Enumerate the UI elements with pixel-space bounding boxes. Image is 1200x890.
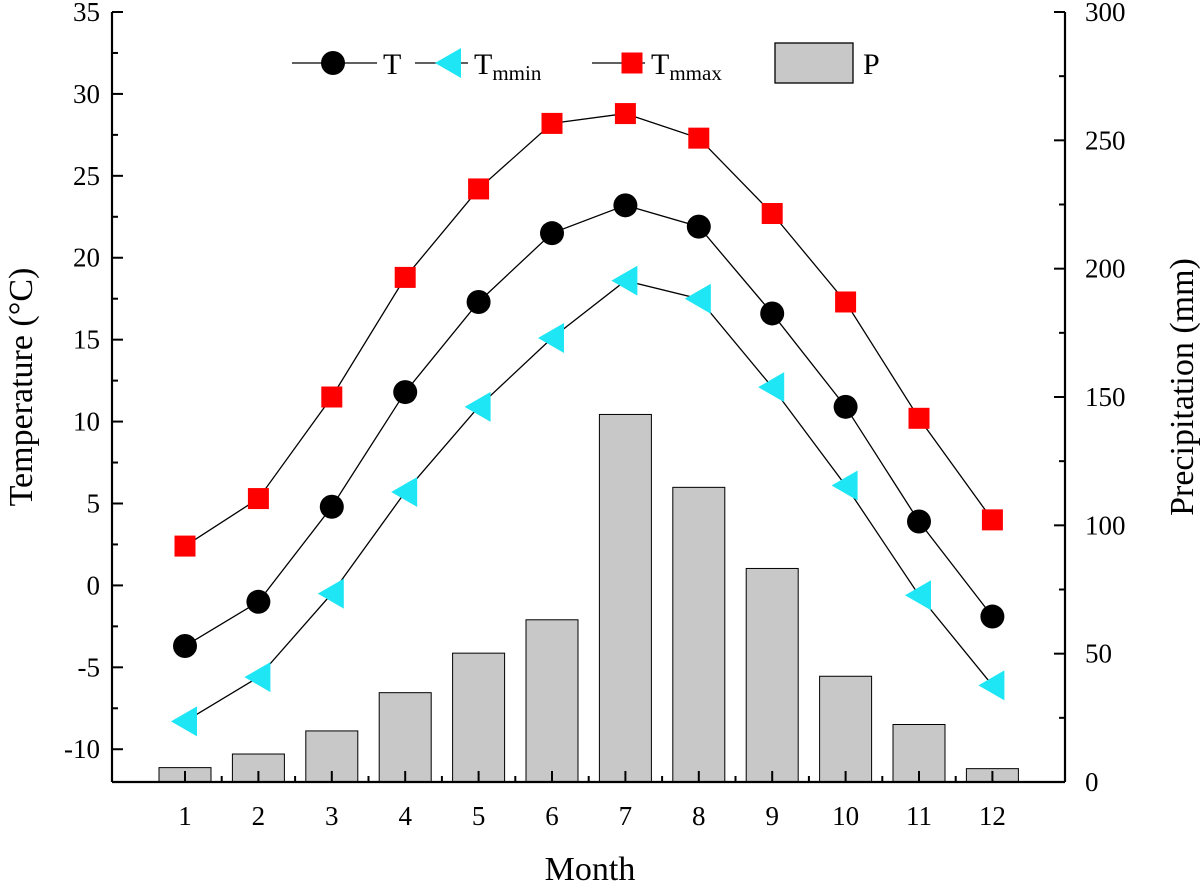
point-T-9 <box>760 301 785 326</box>
y-right-tick-label: 300 <box>1085 0 1126 27</box>
point-Tmmin-12 <box>978 670 1005 701</box>
legend-label-Tmmin: Tmmin <box>474 48 542 85</box>
x-tick-label: 3 <box>325 801 339 831</box>
point-Tmmax-7 <box>614 103 636 125</box>
x-tick-label: 9 <box>765 801 779 831</box>
point-Tmmin-2 <box>244 662 271 693</box>
y-left-tick-label: -5 <box>78 652 101 682</box>
point-Tmmax-4 <box>394 266 416 288</box>
point-Tmmin-8 <box>684 283 711 314</box>
series-Tmmin <box>171 265 1005 737</box>
x-tick-label: 7 <box>619 801 633 831</box>
point-Tmmin-6 <box>538 323 564 354</box>
point-T-3 <box>319 494 344 519</box>
line-T <box>184 204 993 647</box>
series-Tmmax <box>174 103 1003 557</box>
precip-bar-9 <box>745 567 799 783</box>
legend-label-P: P <box>863 48 880 81</box>
y-right-tick-label: 200 <box>1085 254 1126 284</box>
y-right-tick-label: 100 <box>1085 510 1126 540</box>
y-left-tick-label: -10 <box>64 734 100 764</box>
series-T <box>173 193 1005 659</box>
legend-item-P: P <box>774 42 880 84</box>
temperature-lines <box>171 103 1005 737</box>
x-tick-label: 6 <box>545 801 559 831</box>
y-right-tick-label: 50 <box>1085 639 1112 669</box>
x-tick-label: 5 <box>472 801 486 831</box>
point-T-5 <box>466 289 491 314</box>
y-left-tick-label: 30 <box>73 79 100 109</box>
point-Tmmin-11 <box>905 580 931 611</box>
precip-bar-5 <box>452 652 506 783</box>
legend: T Tmmin Tmmax P <box>292 42 880 85</box>
x-tick-label: 10 <box>832 801 859 831</box>
point-T-10 <box>833 394 858 419</box>
line-Tmmax <box>184 112 993 547</box>
x-tick-label: 4 <box>398 801 412 831</box>
y-left-tick-label: 0 <box>87 570 101 600</box>
precip-bar-8 <box>672 486 726 783</box>
point-T-6 <box>540 221 564 246</box>
legend-label-T: T <box>383 48 401 81</box>
x-axis-title: Month <box>545 851 636 888</box>
point-Tmmin-9 <box>758 372 785 403</box>
y-right-tick-label: 0 <box>1085 767 1099 797</box>
legend-item-Tmmin: Tmmin <box>415 48 542 85</box>
point-T-2 <box>246 589 271 614</box>
point-Tmmax-1 <box>174 535 196 557</box>
legend-item-T: T <box>292 48 401 81</box>
x-tick-label: 12 <box>979 801 1006 831</box>
point-T-7 <box>613 193 638 218</box>
precip-bar-10 <box>819 675 873 783</box>
point-T-8 <box>686 214 711 239</box>
point-T-11 <box>907 509 931 534</box>
point-Tmmin-10 <box>831 470 858 501</box>
y-left-tick-label: 5 <box>87 488 101 518</box>
y-left-tick-label: 35 <box>73 0 100 27</box>
point-Tmmax-2 <box>247 488 269 510</box>
y-right-tick-label: 250 <box>1085 125 1126 155</box>
y-right-tick-label: 150 <box>1085 382 1126 412</box>
point-Tmmin-5 <box>464 391 491 422</box>
y-left-tick-label: 25 <box>73 161 100 191</box>
point-T-4 <box>393 380 418 405</box>
legend-swatch-P <box>774 42 854 84</box>
point-Tmmax-3 <box>321 386 343 408</box>
point-Tmmax-9 <box>761 203 783 225</box>
point-Tmmax-12 <box>981 509 1003 531</box>
x-tick-label: 11 <box>906 801 932 831</box>
x-tick-label: 8 <box>692 801 706 831</box>
x-tick-label: 1 <box>178 801 192 831</box>
point-Tmmin-4 <box>391 477 418 508</box>
point-T-12 <box>980 604 1005 629</box>
point-Tmmin-3 <box>317 578 344 609</box>
y-left-axis-title: Temperature (°C) <box>3 268 40 507</box>
point-Tmmax-5 <box>468 178 490 200</box>
point-Tmmax-10 <box>835 291 857 313</box>
y-left-tick-label: 15 <box>73 325 100 355</box>
precip-bar-6 <box>525 619 579 783</box>
y-right-axis-title: Precipitation (mm) <box>1164 258 1200 516</box>
precip-bar-4 <box>378 692 432 783</box>
point-Tmmax-6 <box>541 112 563 134</box>
legend-item-Tmmax: Tmmax <box>592 48 722 85</box>
y-left-tick-label: 20 <box>73 243 100 273</box>
y-left-tick-label: 10 <box>73 407 100 437</box>
point-Tmmin-1 <box>171 706 197 737</box>
axis-titles: Month Temperature (°C) Precipitation (mm… <box>3 258 1200 888</box>
point-Tmmax-8 <box>688 127 710 149</box>
x-tick-label: 2 <box>252 801 266 831</box>
point-T-1 <box>173 634 197 659</box>
point-Tmmin-7 <box>611 265 638 296</box>
legend-marker-Tmmax <box>621 52 643 74</box>
legend-marker-T <box>321 51 345 75</box>
point-Tmmax-11 <box>908 407 930 429</box>
legend-marker-Tmmin <box>435 48 461 78</box>
precipitation-bars <box>158 413 1019 783</box>
line-Tmmin <box>184 279 993 722</box>
precip-bar-7 <box>598 413 652 783</box>
legend-label-Tmmax: Tmmax <box>651 48 722 85</box>
